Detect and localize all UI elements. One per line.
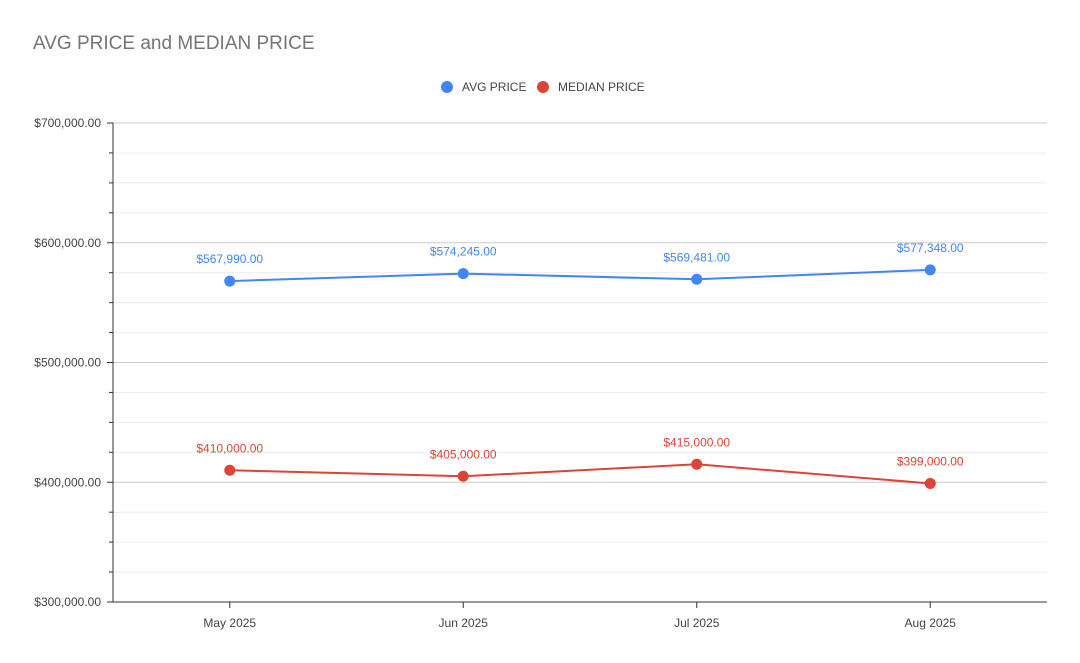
data-point xyxy=(457,470,469,482)
y-tick-label: $600,000.00 xyxy=(34,236,101,250)
y-tick-label: $300,000.00 xyxy=(34,595,101,609)
data-label: $405,000.00 xyxy=(430,447,497,461)
data-label: $567,990.00 xyxy=(196,252,263,266)
data-point xyxy=(924,477,936,489)
x-tick-label: Aug 2025 xyxy=(905,616,957,630)
legend-label-1: MEDIAN PRICE xyxy=(558,80,645,94)
legend-marker-1 xyxy=(537,81,549,93)
data-label: $410,000.00 xyxy=(196,441,263,455)
data-label: $415,000.00 xyxy=(663,435,730,449)
legend-label-0: AVG PRICE xyxy=(462,80,526,94)
data-point xyxy=(691,458,703,470)
series-line-0 xyxy=(229,268,931,283)
legend-marker-0 xyxy=(441,81,453,93)
y-tick-label: $500,000.00 xyxy=(34,356,101,370)
data-point xyxy=(691,273,703,285)
x-tick-label: Jun 2025 xyxy=(439,616,489,630)
series-line-1 xyxy=(229,463,931,485)
data-point xyxy=(457,268,469,280)
y-tick-label: $700,000.00 xyxy=(34,116,101,130)
data-label: $399,000.00 xyxy=(897,454,964,468)
data-point xyxy=(924,264,936,276)
x-tick-label: May 2025 xyxy=(203,616,256,630)
data-label: $574,245.00 xyxy=(430,245,497,259)
y-tick-label: $400,000.00 xyxy=(34,475,101,489)
data-point xyxy=(224,464,236,476)
data-label: $569,481.00 xyxy=(663,250,730,264)
chart-title: AVG PRICE and MEDIAN PRICE xyxy=(33,33,315,54)
data-point xyxy=(224,275,236,287)
data-label: $577,348.00 xyxy=(897,241,964,255)
x-tick-label: Jul 2025 xyxy=(674,616,720,630)
